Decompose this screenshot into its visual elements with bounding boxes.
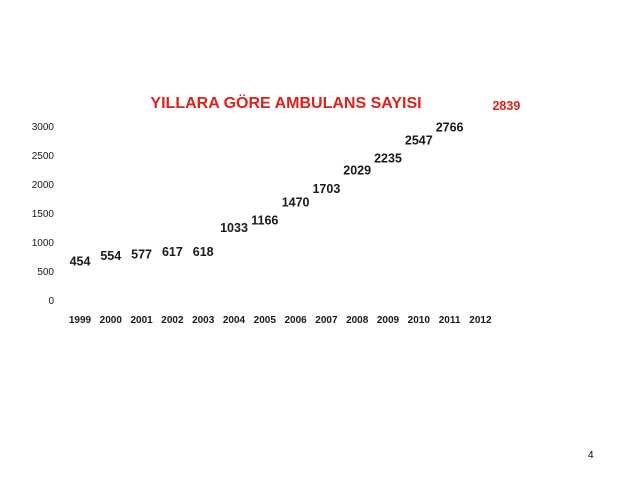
data-label: 1703 [312, 182, 340, 196]
x-tick-label: 2003 [192, 315, 215, 326]
x-tick-label: 2005 [254, 315, 277, 326]
x-axis-ticks: 1999 2000 2001 2002 2003 2004 2005 2006 2007 2008… [69, 315, 492, 326]
x-tick-label: 2001 [130, 315, 153, 326]
data-label: 1033 [220, 221, 248, 235]
data-label-highlight: 2839 [492, 99, 520, 113]
x-tick-label: 2000 [100, 315, 123, 326]
x-tick-label: 2009 [377, 315, 400, 326]
y-axis-ticks: 0 500 1000 1500 2000 2500 3000 [32, 122, 55, 307]
data-label: 577 [131, 248, 152, 262]
x-tick-label: 2007 [315, 315, 338, 326]
data-label: 2235 [374, 151, 402, 165]
page-number: 4 [588, 450, 594, 461]
data-label: 454 [70, 255, 91, 269]
data-label: 617 [162, 245, 183, 259]
x-tick-label: 2002 [161, 315, 184, 326]
x-tick-label: 2004 [223, 315, 246, 326]
data-label: 2029 [343, 163, 371, 177]
chart-title: YILLARA GÖRE AMBULANS SAYISI [150, 93, 421, 112]
data-label: 1470 [282, 196, 310, 210]
x-tick-label: 2011 [439, 315, 461, 326]
y-tick-label: 500 [37, 267, 54, 278]
data-labels: 454 554 577 617 6181033116614701703202922352… [70, 99, 521, 269]
data-label: 1166 [251, 213, 278, 227]
y-tick-label: 1000 [32, 238, 55, 249]
x-tick-label: 2008 [346, 315, 369, 326]
data-label: 618 [193, 245, 214, 259]
data-label: 2766 [436, 121, 464, 135]
x-tick-label: 2012 [469, 315, 492, 326]
y-tick-label: 0 [48, 296, 54, 307]
data-label: 554 [100, 249, 121, 263]
y-tick-label: 2000 [32, 180, 55, 191]
y-tick-label: 1500 [32, 209, 55, 220]
x-tick-label: 2010 [408, 315, 431, 326]
x-tick-label: 1999 [69, 315, 92, 326]
y-tick-label: 3000 [32, 122, 55, 133]
x-tick-label: 2006 [284, 315, 307, 326]
data-label: 2547 [405, 133, 433, 147]
y-tick-label: 2500 [32, 151, 55, 162]
